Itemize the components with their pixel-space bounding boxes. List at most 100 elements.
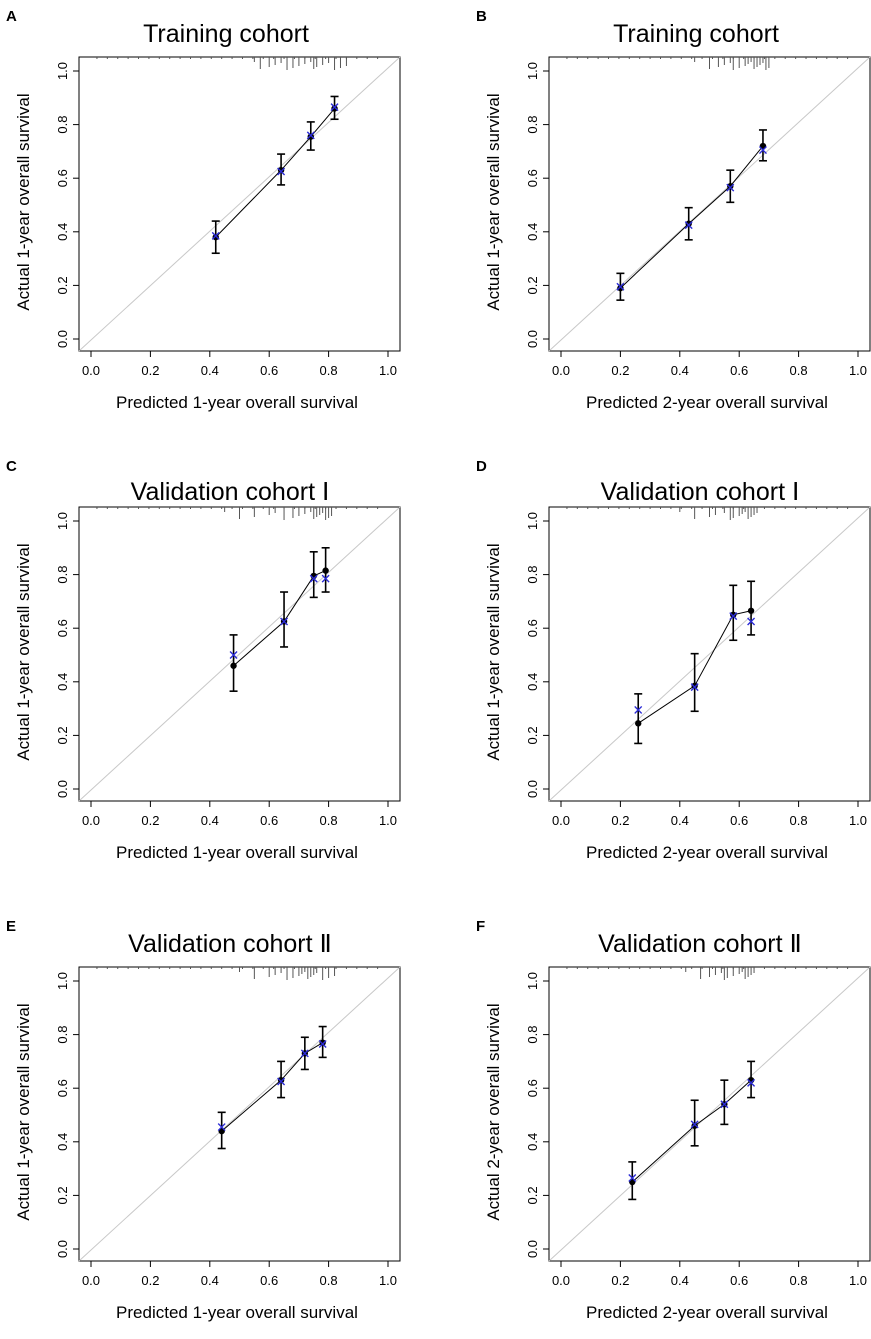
x-tick-label: 0.4 [671,363,689,378]
x-tick-label: 0.4 [201,813,219,828]
bias-corrected-marker [690,1120,699,1129]
panel-c: C Validation cohort Ⅰ Predicted 1-year o… [6,458,401,862]
x-tick-label: 0.6 [260,813,278,828]
ideal-line [78,56,401,352]
x-tick-label: 0.0 [82,363,100,378]
y-ticks: 0.0 0.2 0.4 0.6 0.8 1.0 [55,512,79,798]
x-tick-label: 0.2 [141,813,159,828]
x-tick-label: 0.4 [201,1273,219,1288]
x-tick-label: 0.0 [82,1273,100,1288]
y-tick-label: 0.6 [525,169,540,187]
chart-title: Validation cohort Ⅰ [601,478,800,506]
x-tick-label: 0.4 [201,363,219,378]
x-tick-label: 1.0 [849,813,867,828]
y-tick-label: 0.0 [55,1240,70,1258]
x-tick-label: 0.8 [790,1273,808,1288]
y-tick-label: 0.2 [55,276,70,294]
y-tick-label: 0.8 [525,1026,540,1044]
bias-corrected-marker [634,705,643,714]
data-point [691,1122,698,1129]
y-ticks: 0.0 0.2 0.4 0.6 0.8 1.0 [55,62,79,348]
x-tick-label: 1.0 [849,1273,867,1288]
x-ticks: 0.0 0.2 0.4 0.6 0.8 1.0 [82,1261,397,1288]
ideal-line [548,506,871,802]
plot-frame [78,56,401,352]
bias-corrected-marker [729,612,738,621]
plot-area [548,966,871,1262]
y-tick-label: 0.0 [55,330,70,348]
x-ticks: 0.0 0.2 0.4 0.6 0.8 1.0 [552,351,867,378]
y-ticks: 0.0 0.2 0.4 0.6 0.8 1.0 [525,62,549,348]
data-point [635,720,642,727]
y-tick-label: 0.8 [525,566,540,584]
x-axis-label: Predicted 2-year overall survival [586,843,828,862]
calibration-line [631,1079,752,1183]
x-axis-label: Predicted 2-year overall survival [586,393,828,412]
x-tick-label: 0.2 [141,1273,159,1288]
panel-b: B Training cohort Predicted 2-year overa… [476,8,871,412]
panel-label: E [6,918,16,935]
y-tick-label: 0.2 [525,276,540,294]
x-tick-label: 0.0 [552,813,570,828]
y-ticks: 0.0 0.2 0.4 0.6 0.8 1.0 [525,512,549,798]
bias-corrected-marker [330,103,339,112]
y-axis-label: Actual 2-year overall survival [484,1003,503,1220]
y-axis-label: Actual 1-year overall survival [484,543,503,760]
y-tick-label: 1.0 [55,62,70,80]
x-tick-label: 0.6 [260,363,278,378]
x-tick-label: 0.6 [730,363,748,378]
data-point [727,183,734,190]
bias-corrected-marker [616,282,625,291]
bias-corrected-marker [720,1100,729,1109]
y-tick-label: 1.0 [525,972,540,990]
x-tick-label: 0.2 [611,813,629,828]
y-tick-label: 0.8 [55,116,70,134]
data-point [691,682,698,690]
x-tick-label: 0.2 [611,1273,629,1288]
x-ticks: 0.0 0.2 0.4 0.6 0.8 1.0 [552,801,867,828]
y-tick-label: 0.4 [525,223,540,241]
y-tick-label: 0.6 [55,169,70,187]
x-tick-label: 0.6 [260,1273,278,1288]
plot-area [78,506,401,802]
ideal-line [78,966,401,1262]
x-tick-label: 1.0 [379,363,397,378]
chart-title: Validation cohort Ⅰ [131,478,330,506]
bias-corrected-marker [217,1123,226,1132]
y-tick-label: 0.0 [525,1240,540,1258]
x-tick-label: 0.2 [141,363,159,378]
y-tick-label: 0.2 [525,726,540,744]
x-tick-label: 0.0 [552,1273,570,1288]
y-tick-label: 1.0 [55,512,70,530]
bias-corrected-marker [280,617,289,626]
x-axis-label: Predicted 2-year overall survival [586,1303,828,1322]
y-tick-label: 0.0 [55,780,70,798]
data-point [230,662,237,669]
calibration-line [221,1042,323,1132]
data-point [307,133,314,140]
y-ticks: 0.0 0.2 0.4 0.6 0.8 1.0 [55,972,79,1258]
plot-area [548,56,871,352]
x-tick-label: 1.0 [379,813,397,828]
calibration-line [637,610,752,724]
data-point [277,166,285,174]
data-point [685,220,692,227]
data-point [730,611,737,618]
data-point [322,567,329,574]
bias-corrected-marker [300,1049,309,1058]
panel-label: D [476,458,487,475]
y-tick-label: 0.6 [525,1079,540,1097]
panel-label: F [476,918,485,935]
bias-corrected-marker [211,231,220,240]
y-tick-label: 0.2 [525,1186,540,1204]
panel-d: D Validation cohort Ⅰ Predicted 2-year o… [476,458,871,862]
y-tick-label: 0.4 [55,673,70,691]
y-tick-label: 0.4 [55,223,70,241]
bias-corrected-marker [758,146,767,155]
data-point [617,284,624,292]
chart-title: Validation cohort Ⅱ [598,930,802,958]
data-point [277,1076,285,1084]
panel-label: A [6,8,17,25]
panel-label: C [6,458,17,475]
calibration-line [215,108,335,238]
